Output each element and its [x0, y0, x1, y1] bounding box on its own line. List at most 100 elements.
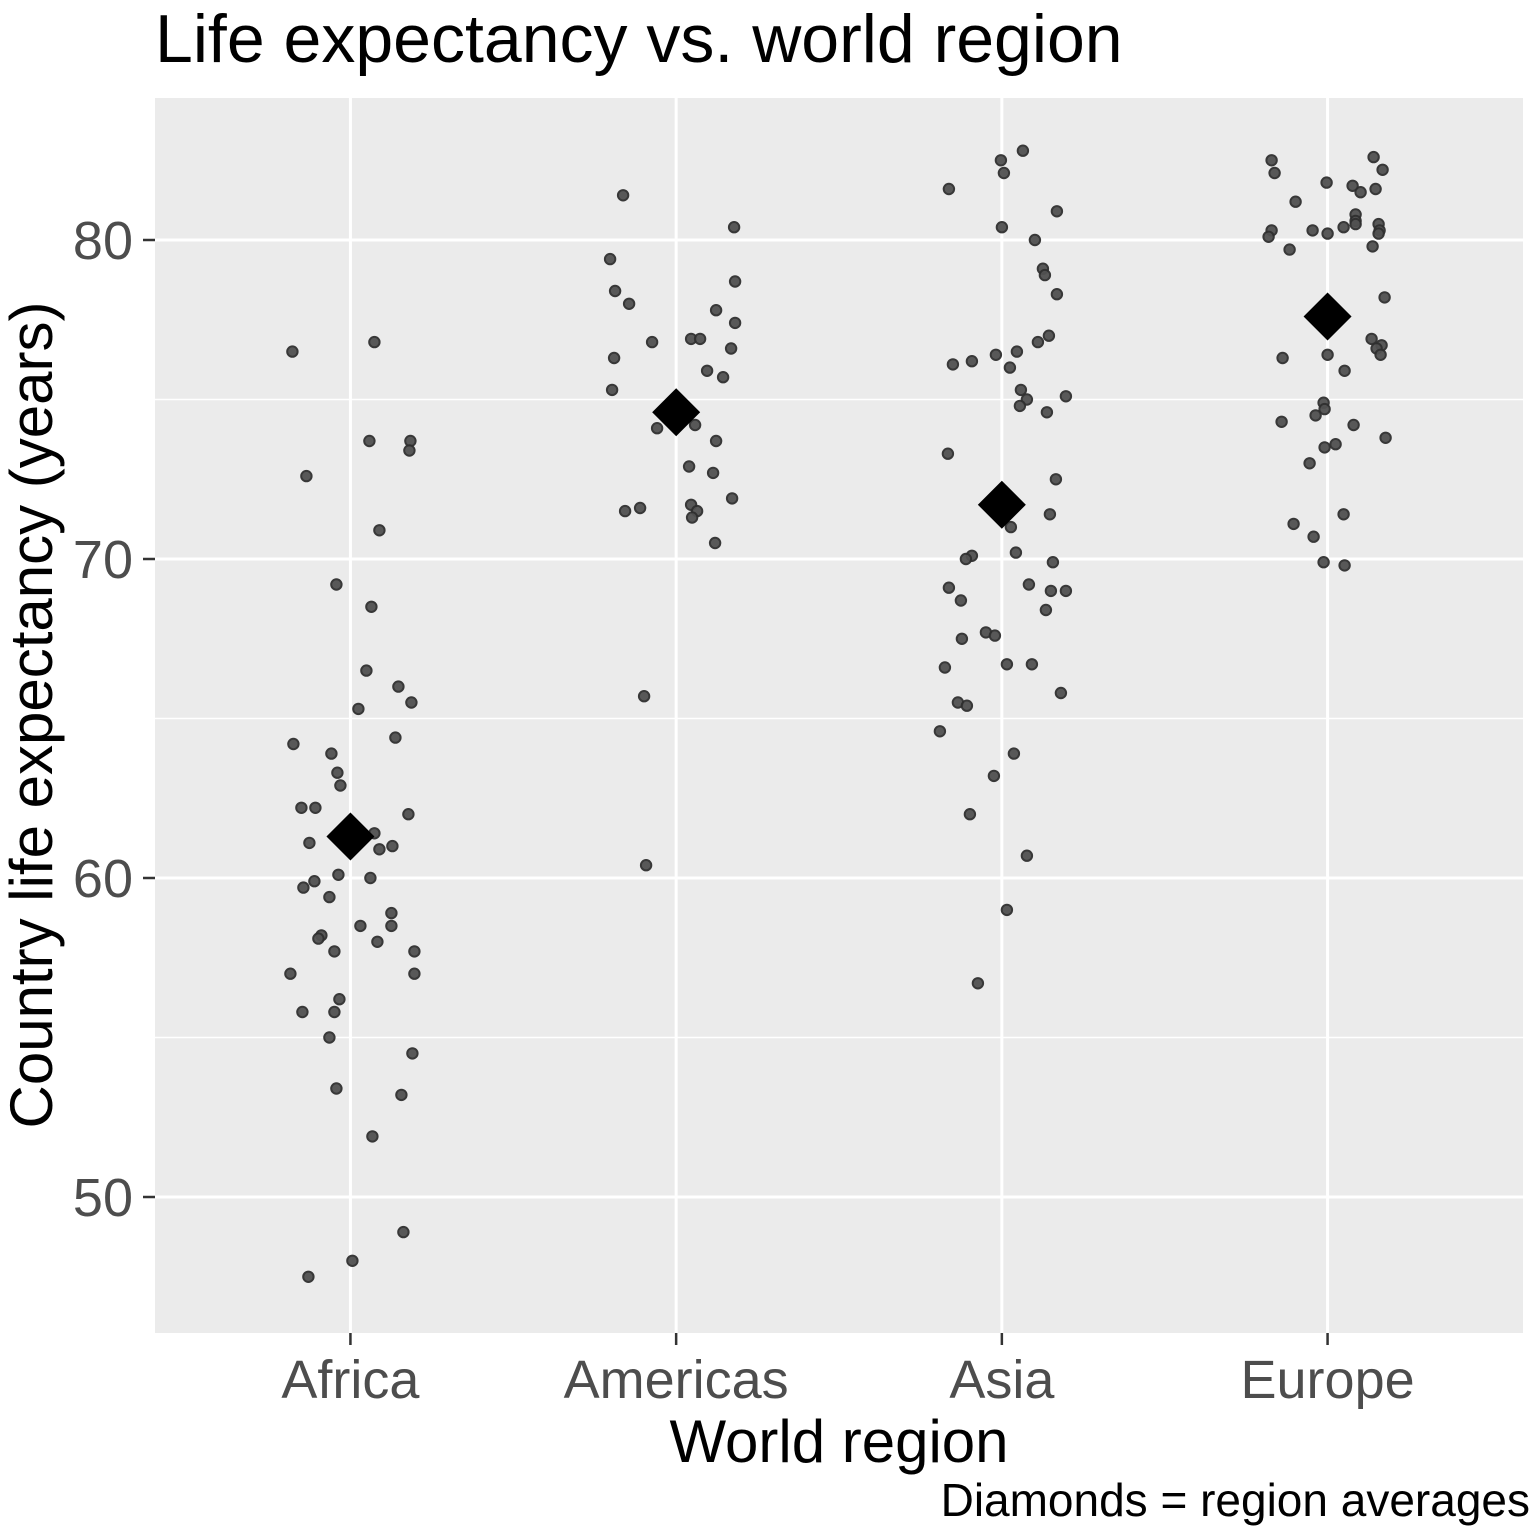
country-point	[1022, 578, 1036, 591]
country-point	[728, 275, 742, 288]
country-point	[395, 1088, 408, 1102]
country-point	[959, 552, 973, 566]
country-point	[325, 747, 338, 760]
country-point	[1050, 288, 1064, 301]
country-point	[1054, 686, 1068, 700]
country-point	[955, 632, 969, 645]
country-point	[1049, 473, 1063, 486]
country-point	[1337, 508, 1350, 521]
country-point	[1329, 438, 1342, 451]
country-point	[354, 919, 367, 933]
country-point	[1046, 556, 1060, 569]
country-point	[323, 1031, 336, 1044]
country-point	[386, 839, 399, 853]
country-point	[1016, 144, 1030, 157]
country-point	[1369, 182, 1382, 196]
country-point	[1265, 154, 1278, 167]
caption: Diamonds = region averages	[941, 1474, 1530, 1526]
x-tick-label-americas: Americas	[564, 1350, 789, 1410]
region-average-diamond	[326, 812, 375, 861]
country-point	[965, 355, 979, 368]
country-point	[942, 581, 956, 594]
country-point	[364, 871, 377, 885]
region-points-americas	[603, 189, 742, 872]
country-point	[389, 731, 402, 744]
country-point	[607, 351, 621, 365]
country-point	[693, 332, 707, 346]
country-point	[1020, 849, 1034, 862]
x-tick-label-asia: Asia	[949, 1350, 1055, 1410]
country-point	[385, 906, 398, 920]
y-tick-label: 60	[73, 849, 133, 909]
country-point	[1346, 179, 1359, 193]
country-point	[371, 935, 384, 948]
x-tick-label-europe: Europe	[1241, 1350, 1415, 1410]
country-point	[402, 808, 415, 821]
country-point	[1366, 240, 1379, 253]
country-point	[295, 801, 308, 814]
region-points-asia	[933, 144, 1073, 990]
country-point	[1306, 224, 1319, 237]
country-point	[1367, 150, 1380, 164]
country-point	[706, 466, 720, 480]
country-point	[1321, 227, 1334, 240]
country-point	[1309, 409, 1322, 422]
country-point	[408, 945, 421, 958]
country-point	[296, 1005, 309, 1019]
country-point	[1374, 348, 1387, 361]
country-point	[373, 524, 386, 537]
region-average-diamond	[652, 388, 701, 437]
country-point	[1028, 233, 1042, 247]
country-point	[942, 182, 956, 196]
country-point	[987, 769, 1001, 783]
panel-background	[155, 98, 1523, 1333]
country-point	[287, 737, 300, 751]
country-point	[608, 284, 622, 298]
country-point	[1059, 390, 1073, 403]
country-point	[385, 919, 398, 933]
country-point	[633, 501, 647, 515]
country-point	[725, 492, 739, 505]
country-point	[1000, 658, 1014, 671]
country-point	[1275, 415, 1288, 428]
country-point	[616, 189, 630, 202]
country-point	[286, 345, 299, 358]
country-point	[1043, 508, 1057, 521]
country-point	[938, 661, 952, 674]
country-point	[1378, 291, 1391, 304]
country-point	[365, 600, 378, 613]
country-point	[1287, 517, 1300, 531]
country-point	[603, 252, 617, 266]
country-point	[1338, 364, 1351, 377]
country-point	[971, 977, 985, 990]
country-point	[333, 993, 346, 1006]
axes: 50 60 70 80 Africa Americas Asia Europe	[73, 211, 1415, 1410]
x-tick-label-africa: Africa	[281, 1350, 420, 1410]
country-point	[392, 680, 405, 693]
country-point	[408, 967, 421, 980]
country-point	[330, 578, 343, 591]
data-points-layer	[284, 144, 1392, 1284]
y-tick-label: 80	[73, 211, 133, 271]
country-point	[1007, 747, 1021, 760]
country-point	[297, 881, 310, 894]
country-point	[1014, 383, 1028, 397]
y-tick-label: 70	[73, 530, 133, 590]
country-point	[323, 890, 336, 904]
country-point	[1268, 166, 1281, 180]
country-point	[334, 779, 347, 792]
country-point	[1009, 546, 1023, 559]
country-point	[963, 808, 977, 821]
country-point	[1318, 441, 1331, 454]
country-point	[688, 418, 702, 432]
region-average-diamond	[1303, 292, 1352, 341]
country-point	[989, 348, 1003, 361]
country-point	[1276, 351, 1289, 365]
country-point	[988, 629, 1002, 642]
country-point	[308, 875, 321, 888]
country-point	[284, 967, 297, 980]
country-point	[1349, 217, 1362, 231]
country-point	[1042, 329, 1056, 342]
country-point	[1044, 584, 1058, 598]
